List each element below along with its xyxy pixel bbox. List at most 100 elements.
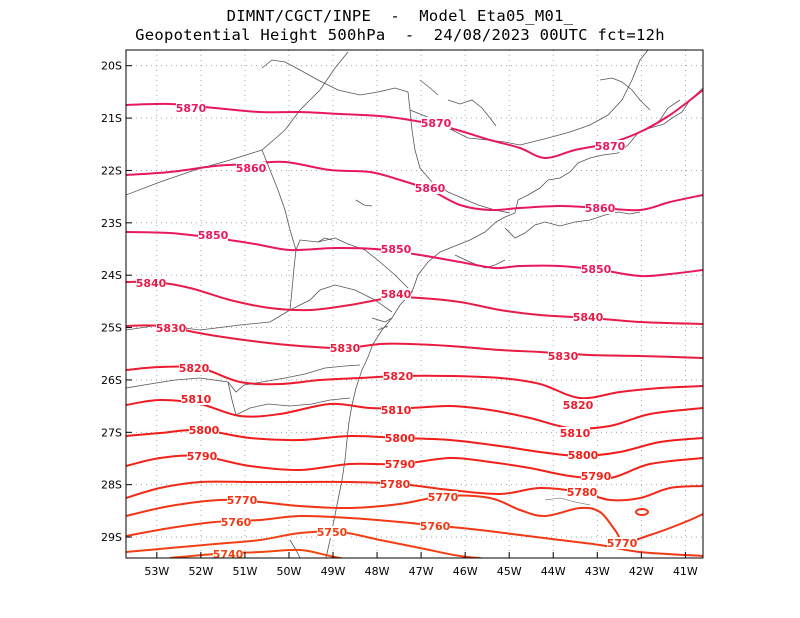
contour-label-bg <box>585 202 615 214</box>
x-tick-label: 53W <box>144 565 169 578</box>
contour-label-5770: 5770 <box>428 491 459 504</box>
contour-label-bg <box>420 520 450 532</box>
y-tick-label: 24S <box>101 269 122 282</box>
contour-label-bg <box>187 450 217 462</box>
contour-label-bg <box>213 548 243 560</box>
contour-label-5800: 5800 <box>385 432 416 445</box>
chart-title-line2: Geopotential Height 500hPa - 24/08/2023 … <box>135 26 665 44</box>
contour-label-bg <box>381 404 411 416</box>
y-tick-label: 25S <box>101 322 122 335</box>
x-tick-label: 43W <box>585 565 610 578</box>
contour-label-bg <box>573 311 603 323</box>
contour-label-bg <box>380 478 410 490</box>
y-tick-label: 22S <box>101 164 122 177</box>
contour-label-bg <box>156 322 186 334</box>
contour-label-5870: 5870 <box>595 140 626 153</box>
contour-label-5740: 5740 <box>213 548 244 561</box>
x-tick-label: 51W <box>232 565 257 578</box>
contour-label-bg <box>385 458 415 470</box>
contour-label-bg <box>581 470 611 482</box>
contour-label-bg <box>560 427 590 439</box>
contour-label-5790: 5790 <box>581 470 612 483</box>
x-tick-label: 47W <box>409 565 434 578</box>
contour-label-bg <box>189 424 219 436</box>
contour-label-bg <box>581 263 611 275</box>
contour-label-5860: 5860 <box>585 202 616 215</box>
contour-label-5760: 5760 <box>420 520 451 533</box>
contour-label-5850: 5850 <box>381 243 412 256</box>
contour-label-5790: 5790 <box>385 458 416 471</box>
contour-label-bg <box>607 537 637 549</box>
contour-label-bg <box>548 350 578 362</box>
contour-label-5810: 5810 <box>560 427 591 440</box>
contour-label-5750: 5750 <box>317 526 348 539</box>
axis-ticks: 53W 52W 51W 50W 49W 48W 47W 46W 45W 44W 43W 42W 41W 2… <box>101 60 698 578</box>
contour-label-bg <box>221 516 251 528</box>
y-tick-label: 20S <box>101 60 122 73</box>
contour-label-5830: 5830 <box>330 342 361 355</box>
x-tick-label: 45W <box>497 565 522 578</box>
contour-label-bg <box>227 494 257 506</box>
contour-label-bg <box>330 342 360 354</box>
x-tick-label: 46W <box>453 565 478 578</box>
contour-label-5820: 5820 <box>383 370 414 383</box>
contour-label-5760: 5760 <box>221 516 252 529</box>
contour-label-bg <box>428 491 458 503</box>
contour-label-bg <box>381 288 411 300</box>
coastlines-borders <box>126 50 703 558</box>
x-tick-label: 50W <box>277 565 302 578</box>
contour-label-5850: 5850 <box>581 263 612 276</box>
contour-label-bg <box>415 182 445 194</box>
x-tick-label: 44W <box>541 565 566 578</box>
contour-line-5850 <box>126 231 703 278</box>
contour-label-5830: 5830 <box>548 350 579 363</box>
contour-closed-5770 <box>635 508 649 516</box>
x-tick-label: 52W <box>188 565 213 578</box>
plot-frame <box>125 49 704 559</box>
contour-label-bg <box>236 162 266 174</box>
contour-label-5800: 5800 <box>568 449 599 462</box>
contour-label-5820: 5820 <box>179 362 210 375</box>
contour-label-bg <box>198 229 228 241</box>
x-tick-label: 41W <box>673 565 698 578</box>
contour-line-5820 <box>126 365 703 400</box>
contour-line-5770 <box>126 494 703 544</box>
contour-label-bg <box>567 486 597 498</box>
contour-line-5830 <box>126 324 703 359</box>
contour-label-5780: 5780 <box>380 478 411 491</box>
contour-label-5770: 5770 <box>227 494 258 507</box>
contour-label-5850: 5850 <box>198 229 229 242</box>
y-tick-label: 21S <box>101 112 122 125</box>
contour-label-5870: 5870 <box>421 117 452 130</box>
contour-label-5820: 5820 <box>563 399 594 412</box>
contour-label-bg <box>136 277 166 289</box>
contour-label-5840: 5840 <box>573 311 604 324</box>
contour-line-5740 <box>169 548 346 558</box>
contour-label-5830: 5830 <box>156 322 187 335</box>
contour-label-bg <box>381 243 411 255</box>
contour-labels: 5870 5870 5870 5860 5860 5860 5850 5850 5850 5840… <box>136 102 638 561</box>
contour-line-5750 <box>126 530 489 558</box>
x-tick-label: 48W <box>365 565 390 578</box>
y-tick-label: 29S <box>101 531 122 544</box>
contour-label-bg <box>317 526 347 538</box>
contour-label-bg <box>595 140 625 152</box>
contour-label-5860: 5860 <box>415 182 446 195</box>
contour-label-bg <box>176 102 206 114</box>
x-tick-label: 49W <box>321 565 346 578</box>
contour-label-bg <box>383 370 413 382</box>
contour-label-bg <box>179 362 209 374</box>
contour-label-bg <box>385 432 415 444</box>
y-tick-label: 27S <box>101 426 122 439</box>
y-tick-label: 26S <box>101 374 122 387</box>
contour-label-bg <box>421 117 451 129</box>
y-tick-label: 23S <box>101 217 122 230</box>
contour-lines <box>126 89 703 558</box>
contour-label-bg <box>563 399 593 411</box>
contour-line-5780 <box>126 480 703 502</box>
contour-label-bg <box>181 393 211 405</box>
x-tick-label: 42W <box>629 565 654 578</box>
grid-lines <box>126 50 703 558</box>
contour-label-5780: 5780 <box>567 486 598 499</box>
